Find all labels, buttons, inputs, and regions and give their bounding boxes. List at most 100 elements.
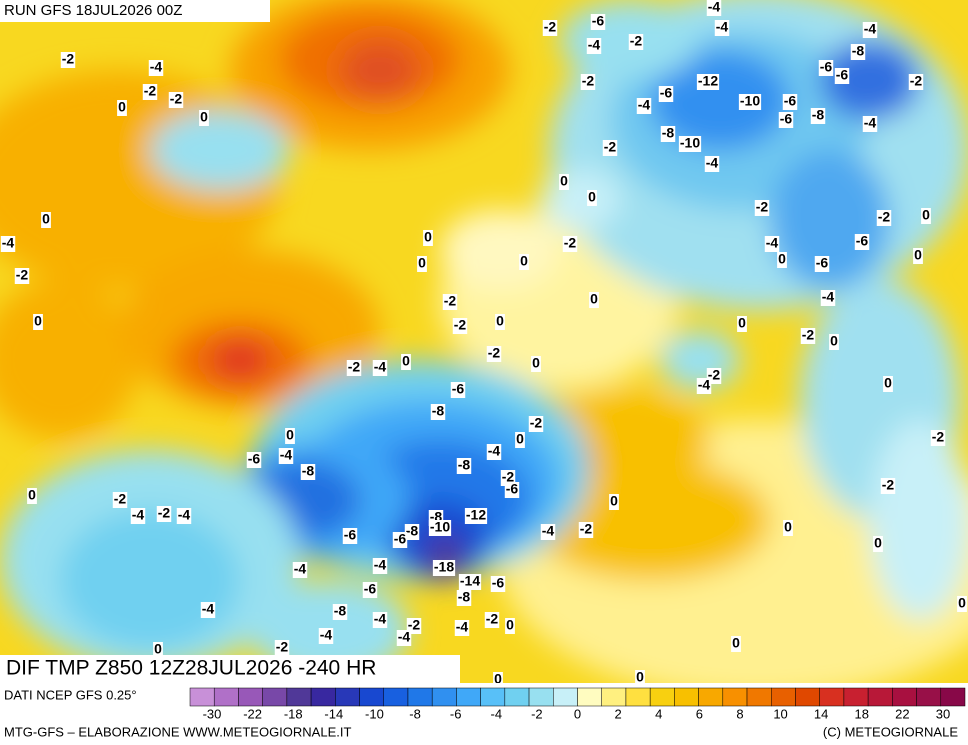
- contour-label: 0: [118, 99, 126, 115]
- contour-label: -4: [864, 115, 877, 131]
- colorbar-tick-label: 0: [574, 706, 581, 721]
- contour-label: -2: [444, 293, 457, 309]
- colorbar-tick-label: 22: [895, 706, 909, 721]
- label-box: [504, 482, 520, 498]
- contour-label: -6: [836, 67, 849, 83]
- colorbar-tick-label: -6: [450, 706, 462, 721]
- label-box: [505, 618, 515, 634]
- label-box: [176, 508, 192, 524]
- label-box: [148, 60, 164, 76]
- contour-label: -4: [716, 19, 729, 35]
- label-box: [27, 488, 37, 504]
- field-blob: [650, 50, 790, 150]
- contour-label: -6: [506, 481, 519, 497]
- contour-label: -2: [530, 415, 543, 431]
- contour-label: -2: [564, 235, 577, 251]
- contour-label: 0: [588, 189, 596, 205]
- label-box: [392, 532, 408, 548]
- label-box: [442, 294, 458, 310]
- colorbar-tick-label: -30: [203, 706, 222, 721]
- contour-label: -4: [766, 235, 779, 251]
- contour-label: 0: [922, 207, 930, 223]
- colorbar-tick-label: 6: [696, 706, 703, 721]
- label-box: [814, 256, 830, 272]
- label-box: [142, 84, 158, 100]
- contour-label: -2: [630, 33, 643, 49]
- label-box: [486, 346, 502, 362]
- label-box: [285, 428, 295, 444]
- label-box: [777, 252, 787, 268]
- colorbar-swatch: [843, 687, 869, 707]
- label-box: [782, 94, 798, 110]
- header-box: [0, 0, 270, 22]
- label-box: [396, 630, 412, 646]
- contour-label: -6: [780, 111, 793, 127]
- label-box: [714, 20, 730, 36]
- contour-label: -10: [430, 519, 450, 535]
- colorbar-swatch: [262, 687, 288, 707]
- label-box: [41, 212, 51, 228]
- label-box: [200, 602, 216, 618]
- field-blob: [770, 150, 890, 290]
- contour-label: -2: [604, 139, 617, 155]
- label-box: [456, 590, 472, 606]
- label-box: [246, 452, 262, 468]
- label-box: [589, 292, 599, 308]
- colorbar-tick-label: 8: [736, 706, 743, 721]
- contour-label: -4: [864, 21, 877, 37]
- colorbar: -30 -22 -18 -14 -10 -8 -6 -4 -2 0 2 4 6 8 10 14 18 22 30: [189, 687, 966, 721]
- label-box: [862, 22, 878, 38]
- contour-label: -4: [708, 0, 721, 15]
- label-box: [704, 156, 720, 172]
- label-box: [678, 136, 702, 152]
- contour-label: -4: [2, 235, 15, 251]
- colorbar-swatch: [480, 687, 506, 707]
- colorbar-swatch: [238, 687, 263, 707]
- contour-label: -2: [348, 359, 361, 375]
- colorbar-swatch: [771, 687, 796, 707]
- colorbar-swatch: [335, 687, 360, 707]
- colorbar-tick-label: 14: [814, 706, 828, 721]
- contour-label: -6: [394, 531, 407, 547]
- label-box: [636, 98, 652, 114]
- label-box: [706, 0, 722, 16]
- label-box: [33, 314, 43, 330]
- contour-label: -2: [114, 491, 127, 507]
- contour-label: -6: [784, 93, 797, 109]
- contour-label: -4: [588, 37, 601, 53]
- contour-label: -2: [910, 73, 923, 89]
- contour-label: -4: [374, 557, 387, 573]
- contour-label: -2: [144, 83, 157, 99]
- label-box: [731, 636, 741, 652]
- contour-label: -6: [820, 59, 833, 75]
- label-box: [112, 492, 128, 508]
- label-box: [417, 256, 427, 272]
- colorbar-tick-label: 4: [655, 706, 662, 721]
- label-box: [829, 334, 839, 350]
- map-area: -2 -6-4 -2-4-4 -4-8-6 -6 -2-2 -4-2 -200-2-4-6-1…: [0, 0, 968, 683]
- label-box: [559, 174, 569, 190]
- temperature-field: [0, 0, 968, 683]
- colorbar-tick-label: 18: [855, 706, 869, 721]
- label-box: [404, 524, 420, 540]
- contour-label: 0: [610, 493, 618, 509]
- contour-label: 0: [42, 211, 50, 227]
- contour-label: -4: [202, 601, 215, 617]
- colorbar-swatch: [189, 687, 215, 707]
- field-blob: [540, 170, 620, 230]
- label-box: [153, 642, 163, 658]
- contour-label: -6: [344, 527, 357, 543]
- colorbar-swatch: [940, 687, 966, 707]
- label-box: [490, 576, 506, 592]
- contour-label: -4: [542, 523, 555, 539]
- contour-label: -14: [460, 573, 480, 589]
- label-box: [820, 290, 836, 306]
- label-box: [168, 92, 184, 108]
- contour-label: -2: [582, 73, 595, 89]
- colorbar-swatch: [916, 687, 942, 707]
- contour-label: -2: [544, 19, 557, 35]
- colorbar-swatch: [819, 687, 845, 707]
- contour-label: -4: [374, 611, 387, 627]
- label-box: [628, 34, 644, 50]
